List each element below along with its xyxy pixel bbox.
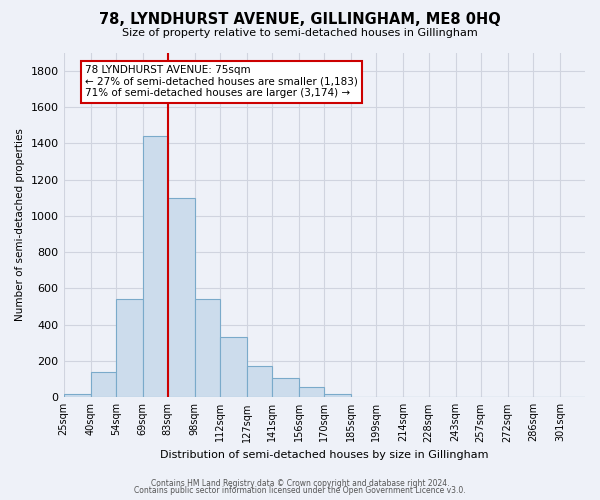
Bar: [247, 366, 272, 398]
Bar: [116, 300, 143, 398]
Bar: [195, 300, 220, 398]
Y-axis label: Number of semi-detached properties: Number of semi-detached properties: [15, 128, 25, 322]
Text: 78 LYNDHURST AVENUE: 75sqm
← 27% of semi-detached houses are smaller (1,183)
71%: 78 LYNDHURST AVENUE: 75sqm ← 27% of semi…: [85, 65, 358, 98]
Bar: [324, 394, 351, 398]
Text: 78, LYNDHURST AVENUE, GILLINGHAM, ME8 0HQ: 78, LYNDHURST AVENUE, GILLINGHAM, ME8 0H…: [99, 12, 501, 28]
Text: Contains HM Land Registry data © Crown copyright and database right 2024.: Contains HM Land Registry data © Crown c…: [151, 478, 449, 488]
Bar: [168, 198, 195, 398]
X-axis label: Distribution of semi-detached houses by size in Gillingham: Distribution of semi-detached houses by …: [160, 450, 488, 460]
Bar: [299, 388, 324, 398]
Bar: [220, 338, 247, 398]
Bar: [143, 136, 168, 398]
Bar: [64, 394, 91, 398]
Text: Contains public sector information licensed under the Open Government Licence v3: Contains public sector information licen…: [134, 486, 466, 495]
Bar: [272, 378, 299, 398]
Text: Size of property relative to semi-detached houses in Gillingham: Size of property relative to semi-detach…: [122, 28, 478, 38]
Bar: [91, 372, 116, 398]
